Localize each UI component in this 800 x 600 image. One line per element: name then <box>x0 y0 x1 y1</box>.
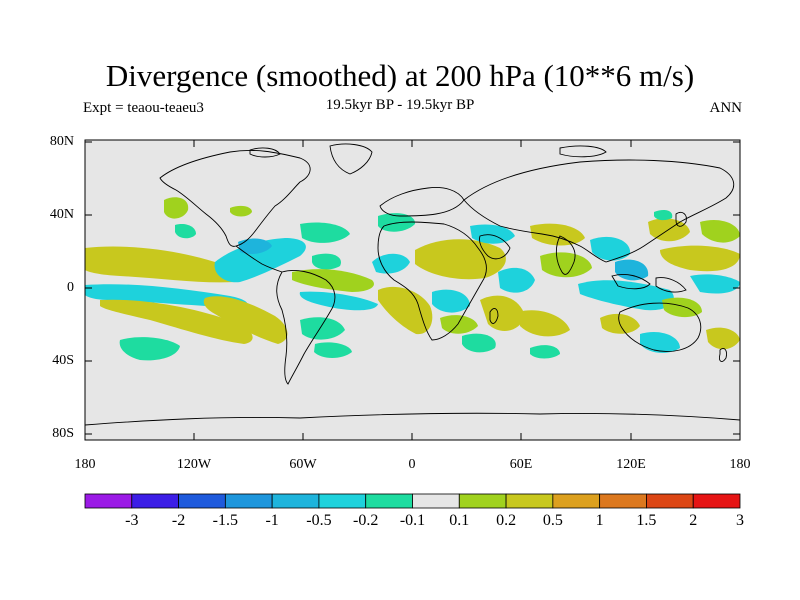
lat-label-40n: 40N <box>49 207 74 222</box>
colorbar-label: 0.5 <box>542 512 563 529</box>
colorbar-label: -2 <box>171 512 186 529</box>
lon-label-180e: 180 <box>729 457 751 472</box>
divergence-region <box>690 274 740 294</box>
divergence-region <box>615 259 649 281</box>
colorbar-swatch <box>646 493 694 509</box>
divergence-region <box>530 345 560 359</box>
divergence-region <box>164 197 189 219</box>
experiment-label: Expt = teaou-teaeu3 <box>83 100 204 116</box>
divergence-region <box>440 315 478 334</box>
divergence-region <box>662 297 702 318</box>
divergence-region <box>314 342 352 358</box>
colorbar-label: 1 <box>595 512 604 529</box>
divergence-region <box>292 269 374 292</box>
lon-label-60e: 60E <box>509 457 533 472</box>
colorbar-swatch <box>365 493 413 509</box>
colorbar-label: 0.1 <box>449 512 470 529</box>
colorbar-swatch <box>271 493 320 509</box>
divergence-region <box>470 224 515 244</box>
colorbar-swatch <box>599 493 647 509</box>
lon-label-0: 0 <box>408 457 416 472</box>
divergence-region <box>85 246 243 283</box>
colorbar-swatch <box>84 493 133 509</box>
divergence-region <box>312 253 341 270</box>
divergence-region <box>530 223 585 246</box>
divergence-region <box>640 331 680 353</box>
divergence-region <box>300 222 350 243</box>
colorbar-label: -0.1 <box>399 512 426 529</box>
colorbar-label: -3 <box>125 512 139 529</box>
colorbar-label: -0.2 <box>353 512 379 529</box>
colorbar-label: 2 <box>689 512 698 529</box>
time-range-label: 19.5kyr BP - 19.5kyr BP <box>325 97 475 113</box>
colorbar-label: -1 <box>265 512 279 529</box>
colorbar-swatch <box>458 493 507 509</box>
divergence-fields <box>85 143 740 426</box>
divergence-region <box>578 280 674 311</box>
divergence-region <box>372 253 410 274</box>
divergence-region <box>540 252 592 278</box>
colorbar <box>84 493 741 509</box>
colorbar-swatch <box>178 493 226 509</box>
map-title: Divergence (smoothed) at 200 hPa (10**6 … <box>105 58 695 93</box>
lat-label-40s: 40S <box>52 353 74 368</box>
divergence-region <box>378 213 416 232</box>
divergence-region <box>175 224 196 239</box>
colorbar-label: 3 <box>736 512 744 529</box>
colorbar-label: -0.5 <box>306 512 332 529</box>
colorbar-swatch <box>412 493 460 509</box>
divergence-region <box>214 238 306 283</box>
divergence-region <box>654 210 673 221</box>
divergence-region <box>706 327 740 350</box>
divergence-region <box>299 291 378 311</box>
lon-label-120w: 120W <box>176 457 212 472</box>
coastlines <box>85 143 740 426</box>
lon-label-120e: 120E <box>616 457 646 472</box>
colorbar-label: 1.5 <box>636 512 657 529</box>
season-label: ANN <box>709 100 743 116</box>
colorbar-label: -1.5 <box>212 512 238 529</box>
colorbar-label: 0.2 <box>496 512 517 529</box>
divergence-region <box>119 337 180 361</box>
divergence-region <box>378 286 433 335</box>
divergence-region <box>100 299 253 344</box>
divergence-region <box>590 236 631 261</box>
divergence-region <box>432 289 470 313</box>
lon-label-60w: 60W <box>289 457 317 472</box>
divergence-region <box>700 219 740 243</box>
lon-label-180w: 180 <box>74 457 96 472</box>
colorbar-swatch <box>505 493 554 509</box>
divergence-region <box>230 205 252 217</box>
colorbar-swatch <box>692 493 741 509</box>
lat-label-80n: 80N <box>49 134 74 149</box>
colorbar-swatch <box>318 493 367 509</box>
divergence-region <box>300 317 345 340</box>
divergence-region <box>498 267 535 293</box>
axis-ticks <box>84 140 741 440</box>
divergence-region <box>518 310 570 337</box>
divergence-region <box>660 245 740 272</box>
colorbar-swatch <box>224 493 273 509</box>
colorbar-swatch <box>131 493 179 509</box>
divergence-region <box>462 333 496 353</box>
divergence-region <box>238 238 272 254</box>
lat-label-80s: 80S <box>52 426 74 441</box>
lat-label-0: 0 <box>67 280 74 295</box>
colorbar-swatch <box>552 493 601 509</box>
divergence-region <box>203 296 288 344</box>
